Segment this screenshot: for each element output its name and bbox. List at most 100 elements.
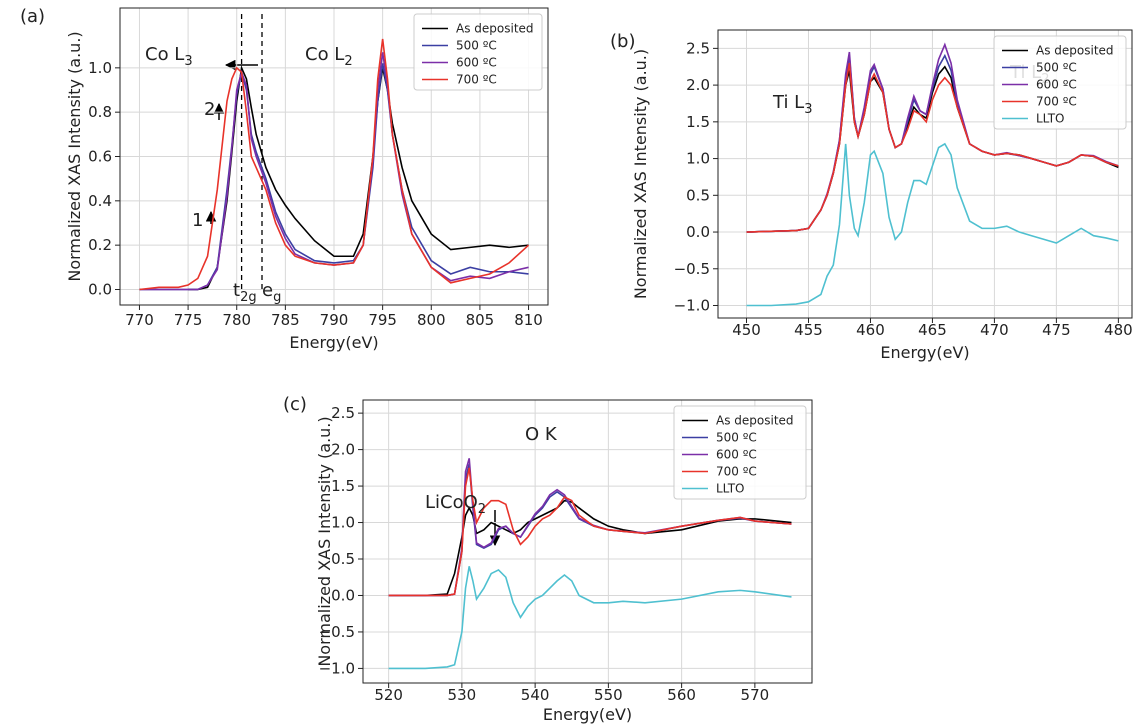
plot-area bbox=[746, 42, 1119, 307]
annotation: 2 bbox=[204, 99, 215, 120]
legend-label: As deposited bbox=[716, 414, 794, 428]
series-line bbox=[139, 38, 530, 291]
y-tick-label: 2.5 bbox=[686, 39, 710, 57]
y-tick-label: 1.5 bbox=[686, 113, 710, 131]
annotation-text: O K bbox=[525, 424, 558, 445]
annotation: 1 bbox=[192, 210, 203, 231]
x-tick-label: 550 bbox=[594, 686, 623, 704]
x-tick-label: 780 bbox=[222, 311, 251, 329]
plot-area bbox=[139, 38, 530, 291]
axes-frame bbox=[119, 7, 549, 306]
annotation-sub: 2 bbox=[344, 54, 352, 69]
x-tick-label: 770 bbox=[125, 311, 154, 329]
x-tick-label: 775 bbox=[174, 311, 203, 329]
x-tick-label: 480 bbox=[1104, 321, 1133, 339]
legend-box bbox=[673, 405, 807, 500]
annotation-text: Ti L bbox=[772, 92, 804, 113]
legend-label: 700 ºC bbox=[716, 465, 757, 479]
annotation: O K bbox=[525, 424, 558, 445]
series-line bbox=[188, 64, 529, 291]
x-tick-label: 470 bbox=[980, 321, 1009, 339]
y-tick-label: −1.0 bbox=[319, 659, 355, 677]
legend-label: 600 ºC bbox=[716, 448, 757, 462]
annotation-text: 2 bbox=[204, 99, 215, 120]
legend-label: LLTO bbox=[716, 482, 745, 496]
x-tick-label: 465 bbox=[918, 321, 947, 339]
x-tick-label: 785 bbox=[271, 311, 300, 329]
y-tick-label: 1.0 bbox=[686, 150, 710, 168]
annotation-sub: 3 bbox=[804, 102, 812, 117]
series-line bbox=[388, 499, 792, 597]
annotation-text: t bbox=[233, 280, 240, 301]
x-tick-label: 460 bbox=[856, 321, 885, 339]
x-tick-label: 560 bbox=[667, 686, 696, 704]
legend-label: As deposited bbox=[456, 22, 534, 36]
y-tick-label: 1.0 bbox=[331, 514, 355, 532]
annotation: t2g bbox=[233, 280, 257, 305]
series-line bbox=[388, 467, 792, 597]
x-tick-label: 570 bbox=[741, 686, 770, 704]
x-tick-label: 475 bbox=[1042, 321, 1071, 339]
y-tick-label: 1.5 bbox=[331, 477, 355, 495]
axes-frame bbox=[717, 29, 1133, 319]
legend-label: 500 ºC bbox=[1036, 61, 1077, 75]
series-line bbox=[746, 62, 1119, 233]
y-tick-label: 0.0 bbox=[88, 280, 112, 298]
y-tick-label: 1.0 bbox=[88, 59, 112, 77]
annotation: eg bbox=[262, 280, 281, 305]
y-axis-label: Normalized XAS Intensity (a.u.) bbox=[315, 416, 334, 666]
y-axis-label: Normalized XAS Intensity (a.u.) bbox=[631, 49, 650, 299]
y-tick-label: 0.2 bbox=[88, 236, 112, 254]
legend: As deposited 500 ºC 600 ºC 700 ºC LLTO bbox=[993, 35, 1127, 130]
legend-label: 700 ºC bbox=[456, 73, 497, 87]
x-tick-label: 805 bbox=[466, 311, 495, 329]
x-tick-label: 520 bbox=[374, 686, 403, 704]
annotation-sub: 2 bbox=[478, 502, 486, 517]
panel: 520 530 540 550 560 570 −1.0 −0.5 0.0 0.5 1.0 1.5 2.… bbox=[283, 394, 813, 724]
y-tick-label: 2.5 bbox=[331, 404, 355, 422]
y-tick-label: 2.0 bbox=[686, 76, 710, 94]
x-tick-label: 795 bbox=[368, 311, 397, 329]
series-line bbox=[746, 142, 1119, 307]
legend-label: 700 ºC bbox=[1036, 95, 1077, 109]
y-tick-label: 0.5 bbox=[686, 186, 710, 204]
panel: 450 455 460 465 470 475 480 −1.0 −0.5 0.0 0.5 1.0 1.… bbox=[610, 29, 1133, 362]
y-axis-label: Normalized XAS Intensity (a.u.) bbox=[65, 31, 84, 281]
legend-box bbox=[993, 35, 1127, 130]
annotation-text: e bbox=[262, 280, 273, 301]
x-axis-label: Energy(eV) bbox=[880, 343, 969, 362]
y-tick-label: −1.0 bbox=[674, 297, 710, 315]
annotation-sub: g bbox=[273, 290, 281, 305]
legend-box bbox=[413, 13, 543, 91]
legend-label: LLTO bbox=[1036, 112, 1065, 126]
annotation-sub: 3 bbox=[184, 54, 192, 69]
legend-label: 600 ºC bbox=[456, 56, 497, 70]
y-tick-label: 0.6 bbox=[88, 148, 112, 166]
y-tick-label: −0.5 bbox=[319, 623, 355, 641]
annotation-text: 1 bbox=[192, 210, 203, 231]
panel-label: (a) bbox=[20, 6, 45, 27]
x-axis-label: Energy(eV) bbox=[289, 333, 378, 352]
legend-label: 500 ºC bbox=[456, 39, 497, 53]
legend: As deposited 500 ºC 600 ºC 700 ºC LLTO bbox=[673, 405, 807, 500]
y-tick-label: 0.0 bbox=[686, 223, 710, 241]
y-tick-label: −0.5 bbox=[674, 260, 710, 278]
annotation-text: Co L bbox=[145, 44, 184, 65]
legend: As deposited 500 ºC 600 ºC 700 ºC bbox=[413, 13, 543, 91]
annotation-text: Co L bbox=[305, 44, 344, 65]
x-tick-label: 800 bbox=[417, 311, 446, 329]
y-tick-label: 0.5 bbox=[331, 550, 355, 568]
x-tick-label: 540 bbox=[521, 686, 550, 704]
series-line bbox=[388, 566, 792, 670]
legend-label: As deposited bbox=[1036, 44, 1114, 58]
y-tick-label: 0.0 bbox=[331, 586, 355, 604]
y-tick-label: 2.0 bbox=[331, 441, 355, 459]
legend-label: 600 ºC bbox=[1036, 78, 1077, 92]
panel-label: (b) bbox=[610, 31, 635, 52]
y-tick-label: 0.4 bbox=[88, 192, 112, 210]
panel: 770 775 780 785 790 795 800 805 810 0.0 0.2 0.4 0.6 0… bbox=[20, 6, 549, 352]
x-tick-label: 455 bbox=[794, 321, 823, 339]
panel-label: (c) bbox=[283, 394, 307, 415]
